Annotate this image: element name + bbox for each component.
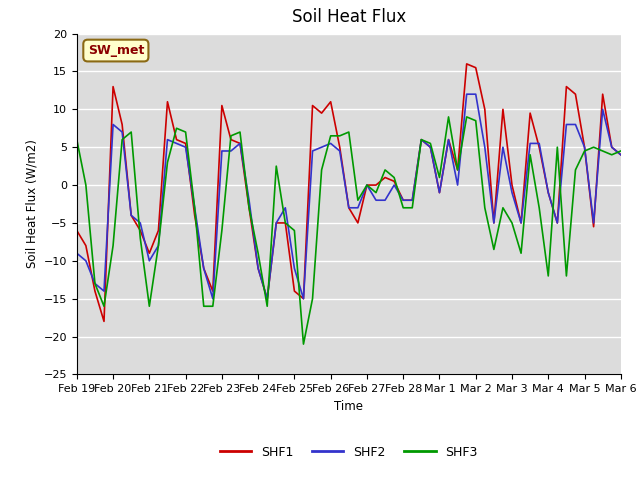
SHF1	[209, 288, 216, 294]
SHF2	[182, 144, 189, 150]
SHF1	[100, 319, 108, 324]
Title: Soil Heat Flux: Soil Heat Flux	[292, 9, 406, 26]
Text: SW_met: SW_met	[88, 44, 144, 57]
SHF2	[408, 197, 416, 203]
Legend: SHF1, SHF2, SHF3: SHF1, SHF2, SHF3	[214, 441, 483, 464]
SHF3	[182, 129, 189, 135]
X-axis label: Time: Time	[334, 400, 364, 413]
SHF2	[200, 265, 207, 271]
SHF1	[617, 152, 625, 157]
SHF3	[300, 341, 307, 347]
SHF3	[264, 303, 271, 309]
SHF1	[191, 213, 198, 218]
SHF2	[617, 152, 625, 157]
SHF2	[73, 251, 81, 256]
SHF1	[463, 61, 470, 67]
SHF1	[563, 84, 570, 89]
SHF3	[372, 190, 380, 195]
SHF3	[563, 273, 570, 279]
Y-axis label: Soil Heat Flux (W/m2): Soil Heat Flux (W/m2)	[25, 140, 38, 268]
SHF3	[200, 303, 207, 309]
SHF1	[372, 182, 380, 188]
SHF2	[563, 121, 570, 127]
SHF2	[273, 220, 280, 226]
SHF2	[372, 197, 380, 203]
Line: SHF2: SHF2	[77, 94, 621, 299]
Line: SHF3: SHF3	[77, 117, 621, 344]
SHF3	[445, 114, 452, 120]
Line: SHF1: SHF1	[77, 64, 621, 322]
SHF2	[463, 91, 470, 97]
SHF2	[209, 296, 216, 301]
SHF3	[617, 148, 625, 154]
SHF1	[73, 228, 81, 233]
SHF3	[73, 137, 81, 143]
SHF3	[408, 205, 416, 211]
SHF1	[408, 197, 416, 203]
SHF1	[273, 220, 280, 226]
